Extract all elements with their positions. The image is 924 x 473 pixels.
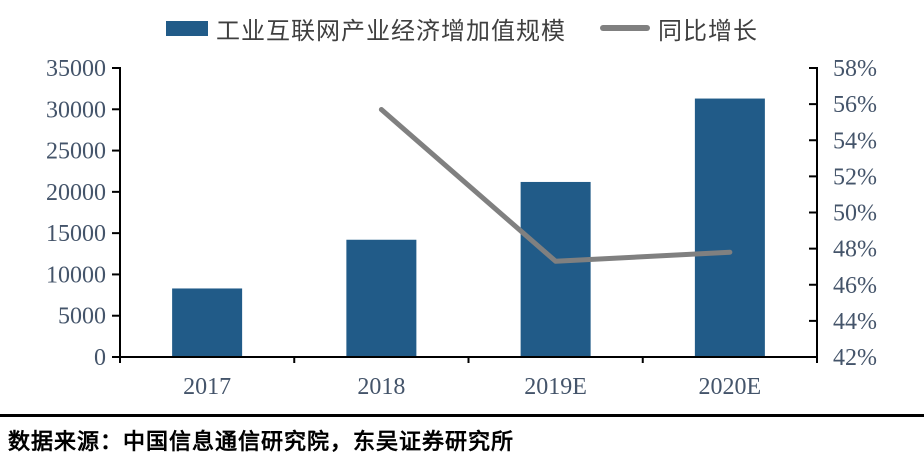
y-right-tick-label: 50% [833, 201, 877, 227]
y-left-tick-label: 30000 [46, 97, 106, 123]
x-tick-label-2020E: 2020E [699, 374, 762, 400]
y-right-tick-label: 44% [833, 309, 877, 335]
legend-bar-label: 工业互联网产业经济增加值规模 [216, 18, 566, 45]
bar-2017 [172, 288, 243, 357]
y-left-tick-label: 10000 [46, 262, 106, 288]
y-right-tick-label: 56% [833, 92, 877, 118]
data-source-note: 数据来源：中国信息通信研究院，东吴证券研究所 [8, 429, 515, 454]
y-left-tick-label: 15000 [46, 221, 106, 247]
bar-2020E [694, 98, 765, 358]
y-right-tick-label: 54% [833, 128, 877, 154]
y-right-tick-label: 52% [833, 164, 877, 190]
y-right-tick-label: 58% [833, 56, 877, 82]
y-left-tick-label: 20000 [46, 180, 106, 206]
y-left-tick-label: 0 [94, 345, 106, 371]
legend-line-label: 同比增长 [658, 18, 758, 45]
y-left-tick-label: 5000 [58, 304, 106, 330]
legend-item-line-series: 同比增长 [600, 11, 758, 46]
x-tick-label-2018: 2018 [357, 374, 405, 400]
y-right-tick-label: 48% [833, 237, 877, 263]
bar-series-swatch [166, 20, 208, 36]
growth-line [378, 107, 733, 264]
bar-2018 [346, 239, 417, 357]
legend-item-bar-series: 工业互联网产业经济增加值规模 [166, 11, 566, 46]
y-left-tick-label: 35000 [46, 56, 106, 82]
x-tick-label-2019E: 2019E [524, 374, 587, 400]
bar-2019E [520, 181, 591, 357]
footer-divider [0, 414, 924, 417]
line-series-swatch [600, 25, 650, 31]
y-right-tick-label: 42% [833, 345, 877, 371]
x-tick-label-2017: 2017 [183, 374, 231, 400]
combo-chart: 0 5000 10000 15000 20000 25000 30000 35000 42% 44… [46, 56, 877, 400]
y-right-tick-label: 46% [833, 273, 877, 299]
y-left-tick-label: 25000 [46, 139, 106, 165]
chart-legend: 工业互联网产业经济增加值规模 同比增长 [0, 11, 924, 46]
